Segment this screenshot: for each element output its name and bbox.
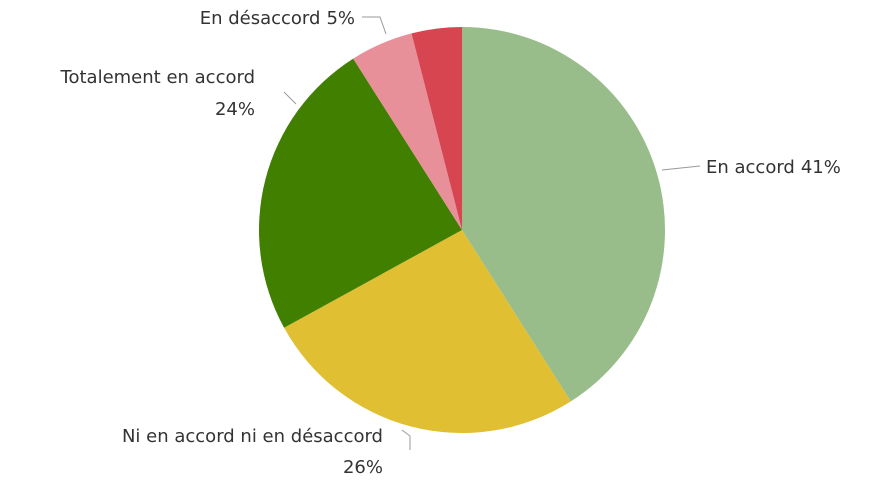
- leader-line: [401, 429, 411, 450]
- category-label: Ni en accord ni en désaccord: [122, 426, 383, 447]
- slice-label: Totalement en accord: [60, 67, 255, 88]
- value-label: 24%: [215, 99, 255, 120]
- slice-label: Ni en accord ni en désaccord: [122, 426, 383, 447]
- category-label: Totalement en accord: [60, 67, 255, 88]
- slice-label: En accord 41%: [706, 157, 841, 178]
- slice-label: En désaccord 5%: [200, 8, 355, 29]
- category-label: En accord: [706, 157, 795, 178]
- leader-line: [283, 91, 297, 105]
- value-label: 26%: [343, 457, 383, 478]
- leader-line: [362, 16, 387, 35]
- pie-slice: [462, 27, 665, 402]
- pie-slice: [411, 27, 462, 230]
- value-label: 5%: [326, 8, 355, 29]
- pie-slice: [353, 33, 462, 230]
- leader-line: [661, 165, 701, 171]
- pie-slice: [259, 58, 462, 328]
- pie-slice: [284, 230, 571, 433]
- category-label: En désaccord: [200, 8, 321, 29]
- value-label: 41%: [801, 157, 841, 178]
